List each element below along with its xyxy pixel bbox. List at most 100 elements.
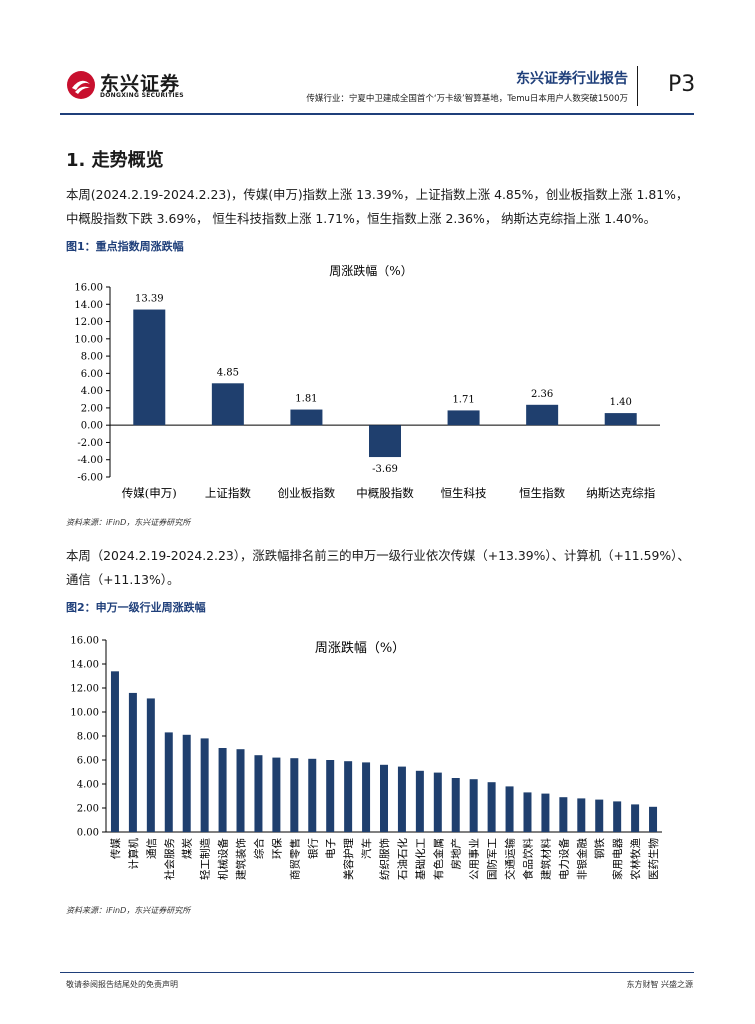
company-logo-text: 东兴证券 xyxy=(100,73,181,95)
chart2-category-label: 综合 xyxy=(252,838,265,859)
chart2-bar xyxy=(326,760,335,832)
chart1-data-label: 4.85 xyxy=(217,367,239,378)
chart1-category-label: 恒生指数 xyxy=(519,486,565,500)
chart1-category-label: 中概股指数 xyxy=(356,486,414,500)
chart1-category-label: 传媒(申万) xyxy=(122,486,177,500)
company-logo-mark xyxy=(67,71,95,99)
chart1-y-tick-label: 2.00 xyxy=(81,403,103,414)
section-title: 1. 走势概览 xyxy=(66,150,164,171)
chart2-bar xyxy=(272,757,281,832)
chart1-y-tick-label: -2.00 xyxy=(77,438,103,449)
chart2-category-label: 通信 xyxy=(146,838,158,859)
chart2-category-label: 房地产 xyxy=(450,838,463,870)
chart2-category-label: 基础化工 xyxy=(414,838,427,880)
chart2-bar xyxy=(541,793,550,832)
index-weekly-change-chart: 周涨跌幅（%） -6.00 -4.00 -2.00 0.00 2.00 4.00 6.00 8.… xyxy=(74,263,660,500)
chart2-bar xyxy=(146,698,155,832)
chart2-category-label: 石油石化 xyxy=(396,838,409,880)
chart2-bar xyxy=(631,804,640,832)
chart1-bar xyxy=(526,404,559,426)
chart1-bar xyxy=(369,425,401,458)
figure2-source: 资料来源：iFinD，东兴证券研究所 xyxy=(66,906,191,915)
industry-weekly-change-chart: 周涨跌幅（%） 0.00 2.00 4.00 6.00 8.00 10.00 12.00 14.… xyxy=(70,636,662,880)
chart1-category-label: 恒生科技 xyxy=(441,486,487,500)
chart2-category-label: 公用事业 xyxy=(468,838,481,880)
chart2-bar xyxy=(182,734,191,832)
report-subtitle: 传媒行业：宁夏中卫建成全国首个‘万卡级’智算基地，Temu日本用户人数突破150… xyxy=(306,94,628,104)
footer-rule xyxy=(60,972,694,973)
chart2-y-tick-label: 16.00 xyxy=(70,636,99,647)
chart2-y-tick-label: 6.00 xyxy=(77,756,99,767)
chart2-y-tick-label: 10.00 xyxy=(70,708,99,719)
chart2-title: 周涨跌幅（%） xyxy=(315,640,405,656)
chart2-category-label: 美容护理 xyxy=(342,838,355,880)
chart1-data-label: 2.36 xyxy=(531,389,553,400)
chart1-y-tick-label: 12.00 xyxy=(74,317,103,328)
chart2-bar xyxy=(577,798,586,832)
chart2-category-label: 煤炭 xyxy=(181,838,194,859)
chart2-bar xyxy=(254,755,263,832)
chart1-data-label: 1.40 xyxy=(610,397,632,408)
chart2-category-label: 银行 xyxy=(306,838,319,859)
chart2-category-label: 有色金属 xyxy=(432,838,445,880)
summary-line-1: 本周(2024.2.19-2024.2.23)，传媒(申万)指数上涨 13.39… xyxy=(66,187,689,202)
chart2-bar xyxy=(218,748,227,832)
chart2-category-label: 钢铁 xyxy=(593,838,606,859)
chart2-bar xyxy=(308,758,317,832)
chart2-category-label: 交通运输 xyxy=(504,838,517,880)
chart2-bar xyxy=(397,766,406,832)
chart1-data-label: 13.39 xyxy=(135,294,164,305)
chart2-category-label: 非银金融 xyxy=(575,838,588,880)
chart2-category-label: 计算机 xyxy=(127,838,140,870)
chart1-bar xyxy=(604,413,637,426)
chart2-bar xyxy=(362,762,371,832)
page-number: P3 xyxy=(668,72,696,97)
header-rule xyxy=(60,113,694,115)
chart2-y-tick-label: 2.00 xyxy=(77,804,99,815)
chart2-category-label: 电子 xyxy=(324,838,337,859)
chart2-bar xyxy=(613,801,622,832)
chart2-bar xyxy=(595,799,604,832)
chart2-y-tick-label: 0.00 xyxy=(77,828,99,839)
chart2-bar xyxy=(380,764,388,832)
chart1-y-tick-label: 0.00 xyxy=(81,421,103,432)
chart1-data-label: 1.81 xyxy=(295,394,317,405)
chart2-bar xyxy=(128,692,137,832)
chart2-category-label: 机械设备 xyxy=(217,838,230,880)
footer-slogan: 东方财智 兴盛之源 xyxy=(626,980,693,989)
chart1-y-tick-label: 14.00 xyxy=(74,300,103,311)
chart1-y-tick-label: 4.00 xyxy=(81,386,103,397)
industry-line-2: 通信（+11.13%）。 xyxy=(66,572,180,587)
chart2-y-tick-label: 12.00 xyxy=(70,684,99,695)
chart2-y-tick-label: 4.00 xyxy=(77,780,99,791)
chart2-bar xyxy=(649,806,658,832)
chart1-y-tick-label: 16.00 xyxy=(74,283,103,294)
chart1-y-tick-label: -4.00 xyxy=(77,455,103,466)
chart2-category-label: 国防军工 xyxy=(486,838,499,880)
chart2-bar xyxy=(110,671,119,832)
chart2-bar xyxy=(559,797,568,832)
chart2-category-label: 电力设备 xyxy=(557,838,570,880)
chart1-category-label: 创业板指数 xyxy=(278,486,336,500)
header-divider xyxy=(637,66,638,106)
chart2-category-label: 商贸零售 xyxy=(288,838,301,880)
chart2-category-label: 环保 xyxy=(270,838,283,859)
chart2-category-label: 建筑材料 xyxy=(539,838,552,880)
chart1-category-label: 上证指数 xyxy=(205,486,251,500)
chart2-bar xyxy=(290,758,299,832)
chart1-bar xyxy=(447,410,480,426)
figure1-source: 资料来源：iFinD，东兴证券研究所 xyxy=(66,518,191,527)
chart1-y-tick-label: -6.00 xyxy=(77,473,103,484)
chart1-y-tick-label: 8.00 xyxy=(81,352,103,363)
summary-line-2: 中概股指数下跌 3.69%， 恒生科技指数上涨 1.71%，恒生指数上涨 2.3… xyxy=(66,211,656,226)
chart2-category-label: 建筑装饰 xyxy=(235,838,248,880)
chart2-category-label: 农林牧渔 xyxy=(629,838,642,880)
chart2-bar xyxy=(523,792,532,832)
chart2-bar xyxy=(505,786,514,832)
chart1-y-tick-label: 6.00 xyxy=(81,369,103,380)
chart2-bar xyxy=(164,732,173,832)
chart1-bar xyxy=(290,409,323,426)
chart2-bar xyxy=(433,772,442,832)
chart2-category-label: 轻工制造 xyxy=(199,838,212,880)
chart2-category-label: 纺织服饰 xyxy=(378,838,391,880)
